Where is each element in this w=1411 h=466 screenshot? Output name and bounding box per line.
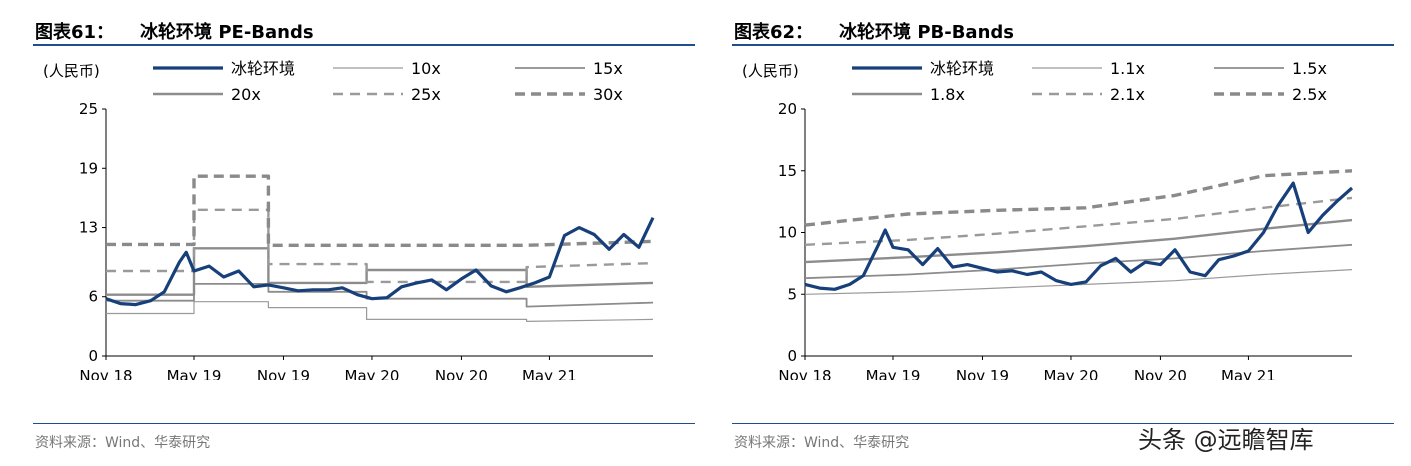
legend-label: 冰轮环境 xyxy=(231,59,295,78)
legend-label: 25x xyxy=(411,85,441,104)
x-tick-label: May 20 xyxy=(345,367,400,380)
x-tick-label: May 19 xyxy=(167,367,222,380)
source-rule xyxy=(33,423,695,424)
legend-label: 30x xyxy=(593,85,623,104)
legend-label: 2.1x xyxy=(1110,85,1145,104)
price-series-line xyxy=(804,181,1354,291)
pe-bands-panel: 图表61： 冰轮环境 PE-Bands (人民币) 冰轮环境 10x 15x 20x 25x… xyxy=(33,0,695,466)
legend-item: 10x xyxy=(333,59,441,78)
pb-bands-panel: 图表62： 冰轮环境 PB-Bands (人民币) 冰轮环境 1.1x 1.5x 1.8x… xyxy=(732,0,1394,466)
x-tick-label: Nov 19 xyxy=(257,367,310,380)
legend-item: 25x xyxy=(333,85,441,104)
x-tick-label: May 21 xyxy=(522,367,577,380)
watermark: 头条 @远瞻智库 xyxy=(1138,426,1314,454)
legend-label: 10x xyxy=(411,59,441,78)
legend-item: 1.1x xyxy=(1032,59,1145,78)
band-series-line xyxy=(804,243,1353,280)
title-rule xyxy=(33,44,695,46)
band-series-line xyxy=(106,174,654,248)
band-series-line xyxy=(106,208,654,284)
legend-item: 冰轮环境 xyxy=(153,59,295,78)
band-series-line xyxy=(804,169,1353,227)
y-tick-label: 19 xyxy=(79,159,98,177)
legend-label: 15x xyxy=(593,59,623,78)
x-tick-label: May 21 xyxy=(1221,367,1276,380)
band-series-line xyxy=(804,218,1353,264)
legend-label: 1.8x xyxy=(930,85,965,104)
y-tick-label: 13 xyxy=(79,219,98,237)
source-note: 资料来源：Wind、华泰研究 xyxy=(35,435,211,451)
y-tick-label: 20 xyxy=(778,100,797,118)
legend-label: 1.5x xyxy=(1292,59,1327,78)
legend-label: 1.1x xyxy=(1110,59,1145,78)
y-tick-label: 5 xyxy=(787,285,797,303)
x-tick-label: Nov 18 xyxy=(79,367,132,380)
band-series-line xyxy=(804,269,1353,295)
legend-item: 冰轮环境 xyxy=(852,59,994,78)
chart-title-text: 冰轮环境 PB-Bands xyxy=(839,22,1014,43)
chart-title-text: 冰轮环境 PE-Bands xyxy=(140,22,314,43)
legend-label: 冰轮环境 xyxy=(930,59,994,78)
chart-title: 图表62： 冰轮环境 PB-Bands xyxy=(734,18,1014,44)
legend-item: 15x xyxy=(515,59,623,78)
legend-item: 20x xyxy=(153,85,261,104)
unit-label: (人民币) xyxy=(43,62,100,80)
title-rule xyxy=(732,44,1394,46)
unit-label: (人民币) xyxy=(742,62,799,80)
y-tick-label: 0 xyxy=(787,347,797,365)
y-tick-label: 10 xyxy=(778,224,797,242)
pb-bands-chart: (人民币) 冰轮环境 1.1x 1.5x 1.8x 2.1x 2.5x 0 5 10 15 20 Nov… xyxy=(742,59,1354,380)
y-tick-label: 25 xyxy=(79,100,98,118)
legend-label: 2.5x xyxy=(1292,85,1327,104)
y-tick-label: 0 xyxy=(88,347,98,365)
x-tick-label: Nov 19 xyxy=(956,367,1009,380)
legend-item: 1.8x xyxy=(852,85,965,104)
price-series-line xyxy=(105,217,655,307)
x-tick-label: May 19 xyxy=(866,367,921,380)
x-tick-label: Nov 18 xyxy=(778,367,831,380)
legend-label: 20x xyxy=(231,85,261,104)
x-tick-label: May 20 xyxy=(1044,367,1099,380)
band-series-line xyxy=(106,301,654,322)
chart-title-label: 图表61： xyxy=(35,22,115,43)
y-tick-label: 6 xyxy=(88,288,98,306)
legend-item: 1.5x xyxy=(1214,59,1327,78)
chart-title-label: 图表62： xyxy=(734,22,814,43)
source-note: 资料来源：Wind、华泰研究 xyxy=(734,435,910,451)
chart-title: 图表61： 冰轮环境 PE-Bands xyxy=(35,18,314,44)
y-tick-label: 15 xyxy=(778,162,797,180)
legend-item: 2.1x xyxy=(1032,85,1145,104)
band-series-line xyxy=(804,196,1353,246)
pe-bands-chart: (人民币) 冰轮环境 10x 15x 20x 25x 30x 0 6 13 19 25 Nov 18 Ma… xyxy=(43,59,655,380)
x-tick-label: Nov 20 xyxy=(1134,367,1187,380)
legend-item: 2.5x xyxy=(1214,85,1327,104)
source-rule xyxy=(732,423,1394,424)
legend-item: 30x xyxy=(515,85,623,104)
x-tick-label: Nov 20 xyxy=(435,367,488,380)
